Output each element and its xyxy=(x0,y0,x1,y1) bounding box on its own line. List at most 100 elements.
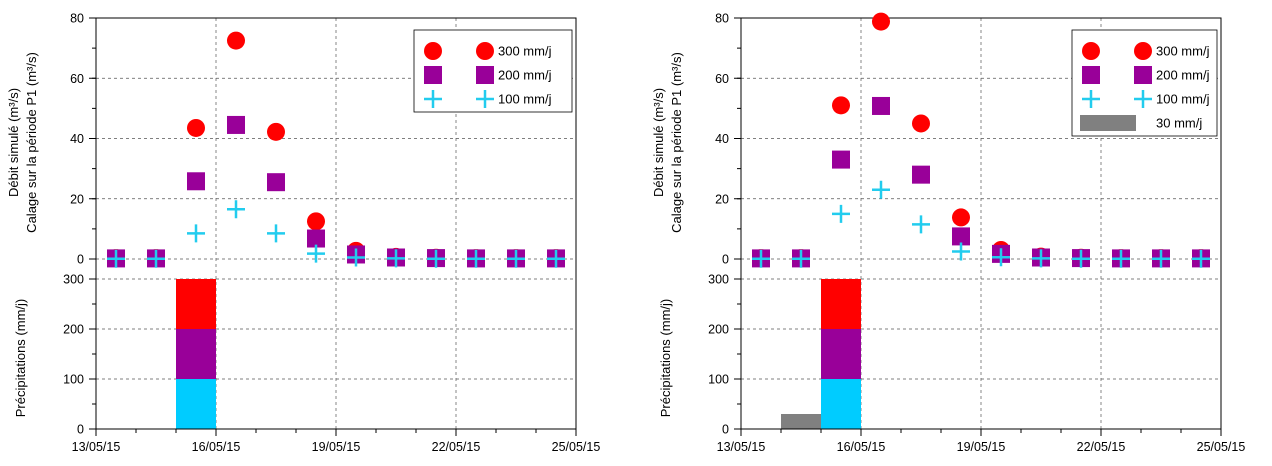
legend-symbol xyxy=(1080,115,1136,131)
y-tick-label: 40 xyxy=(70,132,84,146)
precip-axis-title: Précipitations (mm/j) xyxy=(658,299,673,417)
data-point-square xyxy=(832,150,850,169)
legend-label: 300 mm/j xyxy=(498,44,552,59)
legend-label: 30 mm/j xyxy=(1156,116,1202,131)
data-point-circle xyxy=(187,118,205,137)
data-point-plus xyxy=(1192,249,1210,268)
y-axis-title-line2: Calage sur la période P1 (m³/s) xyxy=(669,52,684,233)
y-axis-title: Débit simulé (m³/s) xyxy=(6,88,21,197)
legend-label: 300 mm/j xyxy=(1156,44,1210,59)
chart-left: 13/05/15 16/05/15 19/05/15 22/05/15 25/05/15… xyxy=(6,12,600,455)
precip-bar xyxy=(176,379,216,429)
y-tick-label: 20 xyxy=(715,192,729,206)
data-point-plus xyxy=(427,249,445,268)
precip-tick-label: 100 xyxy=(708,373,729,387)
y-axis-title-line2: Calage sur la période P1 (m³/s) xyxy=(24,52,39,233)
x-tick-label: 22/05/15 xyxy=(1077,440,1126,454)
data-point-plus xyxy=(992,248,1010,267)
data-point-square xyxy=(227,115,245,134)
precip-tick-label: 0 xyxy=(77,423,84,437)
data-point-circle xyxy=(267,122,285,141)
data-point-plus xyxy=(147,249,165,268)
legend-symbol xyxy=(476,42,494,60)
precip-bar xyxy=(821,329,861,379)
data-point-circle xyxy=(307,212,325,231)
y-tick-label: 20 xyxy=(70,192,84,206)
data-point-plus xyxy=(1032,249,1050,268)
precip-tick-label: 300 xyxy=(708,273,729,287)
chart-right: 13/05/15 16/05/15 19/05/15 22/05/15 25/05/15… xyxy=(651,12,1245,455)
data-point-plus xyxy=(507,249,525,268)
x-tick-label: 22/05/15 xyxy=(432,440,481,454)
x-tick-label: 19/05/15 xyxy=(312,440,361,454)
precip-tick-label: 200 xyxy=(708,323,729,337)
data-point-plus xyxy=(1112,249,1130,268)
data-point-plus xyxy=(1152,249,1170,268)
legend-symbol xyxy=(476,90,494,108)
y-tick-label: 80 xyxy=(715,12,729,26)
y-tick-label: 60 xyxy=(70,72,84,86)
legend-symbol xyxy=(1134,90,1152,108)
y-tick-label: 0 xyxy=(722,253,729,267)
precip-bar xyxy=(821,379,861,429)
data-point-square xyxy=(267,173,285,192)
legend-symbol xyxy=(476,66,494,84)
x-tick-label: 19/05/15 xyxy=(957,440,1006,454)
y-axis-title: Débit simulé (m³/s) xyxy=(651,88,666,197)
data-point-circle xyxy=(912,114,930,133)
legend-label: 100 mm/j xyxy=(498,92,552,107)
x-tick-label: 13/05/15 xyxy=(72,440,121,454)
precip-tick-label: 100 xyxy=(63,373,84,387)
data-point-plus xyxy=(307,244,325,263)
data-point-square xyxy=(307,229,325,248)
data-point-plus xyxy=(387,249,405,268)
legend-symbol xyxy=(424,66,442,84)
x-tick-label: 25/05/15 xyxy=(1197,440,1246,454)
data-point-circle xyxy=(227,31,245,50)
legend-symbol xyxy=(424,90,442,108)
precip-tick-label: 300 xyxy=(63,273,84,287)
y-tick-label: 80 xyxy=(70,12,84,26)
data-point-square xyxy=(872,96,890,115)
data-point-plus xyxy=(912,215,930,234)
x-tick-label: 16/05/15 xyxy=(837,440,886,454)
data-point-plus xyxy=(952,242,970,261)
precip-bar xyxy=(176,329,216,379)
precip-tick-label: 0 xyxy=(722,423,729,437)
legend-symbol xyxy=(1082,90,1100,108)
data-point-plus xyxy=(547,249,565,268)
legend-symbol xyxy=(1082,42,1100,60)
data-point-plus xyxy=(872,180,890,199)
data-point-plus xyxy=(467,249,485,268)
legend-label: 200 mm/j xyxy=(498,68,552,83)
data-point-plus xyxy=(347,248,365,267)
legend-label: 100 mm/j xyxy=(1156,92,1210,107)
data-point-plus xyxy=(107,249,125,268)
data-point-circle xyxy=(832,96,850,115)
legend-symbol xyxy=(1134,42,1152,60)
data-point-square xyxy=(952,227,970,246)
legend-symbol xyxy=(424,42,442,60)
y-tick-label: 40 xyxy=(715,132,729,146)
legend-symbol xyxy=(1134,66,1152,84)
data-point-plus xyxy=(267,224,285,243)
precip-bar xyxy=(176,279,216,329)
legend-symbol xyxy=(1082,66,1100,84)
data-point-plus xyxy=(792,249,810,268)
data-point-square xyxy=(912,165,930,184)
precip-axis-title: Précipitations (mm/j) xyxy=(13,299,28,417)
precip-bar xyxy=(821,279,861,329)
precip-tick-label: 200 xyxy=(63,323,84,337)
data-point-plus xyxy=(227,200,245,219)
legend-label: 200 mm/j xyxy=(1156,68,1210,83)
data-point-plus xyxy=(832,204,850,223)
x-tick-label: 16/05/15 xyxy=(192,440,241,454)
y-tick-label: 60 xyxy=(715,72,729,86)
x-tick-label: 13/05/15 xyxy=(717,440,766,454)
precip-bar xyxy=(781,414,821,429)
data-point-plus xyxy=(752,249,770,268)
data-point-plus xyxy=(187,224,205,243)
data-point-plus xyxy=(1072,249,1090,268)
data-point-square xyxy=(187,172,205,191)
